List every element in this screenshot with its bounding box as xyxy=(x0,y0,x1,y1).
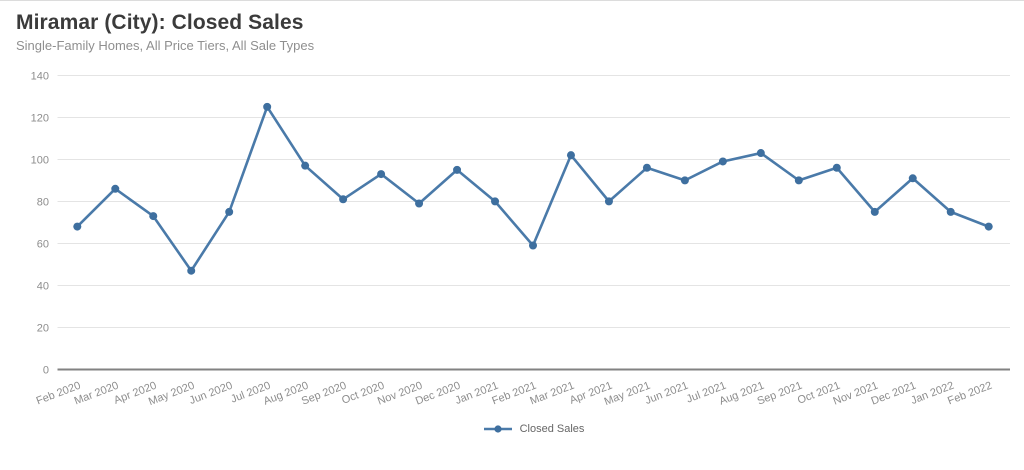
data-point[interactable] xyxy=(642,163,651,172)
data-point[interactable] xyxy=(832,163,841,172)
data-point[interactable] xyxy=(301,161,310,170)
y-tick-label: 20 xyxy=(37,322,49,334)
chart-subtitle: Single-Family Homes, All Price Tiers, Al… xyxy=(16,38,315,53)
x-tick-label: Mar 2021 xyxy=(528,380,576,408)
data-point[interactable] xyxy=(453,165,462,174)
data-point[interactable] xyxy=(908,174,917,183)
legend-item-closed-sales[interactable]: Closed Sales xyxy=(57,420,1010,438)
data-point[interactable] xyxy=(718,157,727,166)
x-tick-label: Feb 2022 xyxy=(946,380,994,408)
data-point[interactable] xyxy=(794,176,803,185)
x-tick-label: Jun 2021 xyxy=(643,380,690,407)
data-point[interactable] xyxy=(111,184,120,193)
data-point[interactable] xyxy=(263,102,272,111)
data-point[interactable] xyxy=(491,197,500,206)
data-point[interactable] xyxy=(756,149,765,158)
data-point[interactable] xyxy=(529,241,537,250)
data-point[interactable] xyxy=(339,195,348,204)
data-point[interactable] xyxy=(149,212,158,221)
chart-title: Miramar (City): Closed Sales xyxy=(16,11,304,34)
data-point[interactable] xyxy=(415,199,424,208)
data-point[interactable] xyxy=(225,207,234,216)
y-tick-label: 140 xyxy=(31,70,49,82)
y-tick-label: 120 xyxy=(31,112,49,124)
data-point[interactable] xyxy=(946,207,955,216)
data-point[interactable] xyxy=(984,222,993,231)
data-point[interactable] xyxy=(680,176,689,185)
y-tick-label: 40 xyxy=(37,280,49,292)
y-tick-label: 100 xyxy=(31,154,49,166)
y-tick-label: 0 xyxy=(43,365,49,377)
legend-line-marker-icon xyxy=(483,424,513,434)
data-point[interactable] xyxy=(377,170,386,179)
data-point[interactable] xyxy=(566,151,575,160)
data-point[interactable] xyxy=(604,197,613,206)
x-tick-label: Mar 2020 xyxy=(73,380,121,408)
data-point[interactable] xyxy=(73,222,82,231)
x-tick-label: Jun 2020 xyxy=(188,380,235,407)
data-point[interactable] xyxy=(870,207,879,216)
y-tick-label: 60 xyxy=(37,238,49,250)
y-tick-label: 80 xyxy=(37,196,49,208)
data-point[interactable] xyxy=(187,266,196,275)
legend-label: Closed Sales xyxy=(519,423,585,435)
